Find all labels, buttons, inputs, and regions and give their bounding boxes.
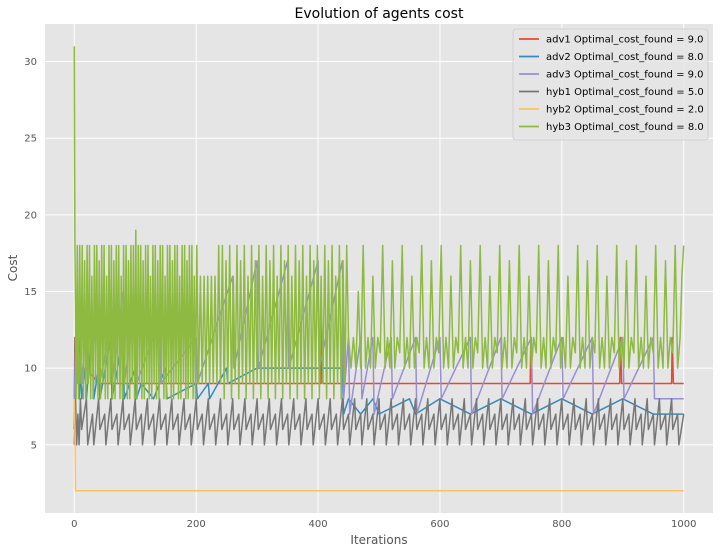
chart-title: Evolution of agents cost bbox=[295, 6, 464, 22]
legend-label: hyb3 Optimal_cost_found = 8.0 bbox=[546, 122, 704, 133]
y-tick-label: 25 bbox=[24, 134, 37, 145]
legend-label: adv2 Optimal_cost_found = 8.0 bbox=[546, 52, 704, 63]
x-tick-label: 800 bbox=[552, 519, 571, 530]
tick-labels: 0 200 400 600 800 1000 5 10 15 20 25 30 bbox=[24, 57, 696, 530]
series-layer bbox=[73, 46, 685, 492]
x-tick-label: 1000 bbox=[671, 519, 696, 530]
y-axis-label: Cost bbox=[6, 254, 20, 281]
y-tick-label: 5 bbox=[31, 440, 37, 451]
legend-box bbox=[512, 28, 709, 141]
x-tick-label: 200 bbox=[187, 519, 206, 530]
x-axis-label: Iterations bbox=[350, 533, 407, 547]
legend-label: adv3 Optimal_cost_found = 9.0 bbox=[546, 70, 704, 81]
series-line-5 bbox=[73, 398, 684, 492]
x-tick-label: 400 bbox=[309, 519, 328, 530]
legend-label: hyb2 Optimal_cost_found = 2.0 bbox=[546, 105, 704, 116]
y-tick-label: 10 bbox=[24, 364, 37, 375]
series-line-4 bbox=[73, 398, 685, 446]
y-tick-label: 20 bbox=[24, 210, 37, 221]
legend-label: hyb1 Optimal_cost_found = 5.0 bbox=[546, 87, 704, 98]
series-line-6 bbox=[73, 46, 685, 400]
x-tick-label: 600 bbox=[430, 519, 449, 530]
legend: adv1 Optimal_cost_found = 9.0 adv2 Optima… bbox=[512, 28, 709, 141]
y-tick-label: 30 bbox=[24, 57, 37, 68]
x-tick-label: 0 bbox=[71, 519, 77, 530]
y-tick-label: 15 bbox=[24, 287, 37, 298]
legend-label: adv1 Optimal_cost_found = 9.0 bbox=[546, 35, 704, 46]
